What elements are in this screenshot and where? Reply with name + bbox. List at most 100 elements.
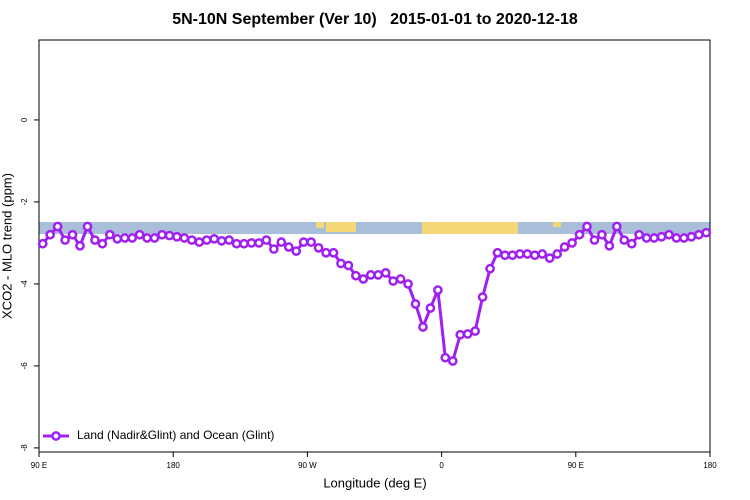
- point: [97, 238, 108, 249]
- y-tick-label: -8: [20, 444, 29, 452]
- point: [90, 235, 100, 245]
- x-tick-label: 90 W: [298, 461, 317, 470]
- point: [410, 299, 421, 309]
- point: [395, 274, 406, 284]
- point: [60, 235, 70, 245]
- point: [611, 221, 622, 232]
- point: [127, 233, 138, 243]
- point: [440, 352, 451, 363]
- point: [254, 238, 264, 248]
- point: [515, 249, 525, 259]
- point: [186, 235, 197, 245]
- point: [507, 250, 518, 261]
- ocean-band: [39, 222, 710, 234]
- point: [276, 237, 287, 247]
- point: [462, 329, 473, 339]
- y-axis-label: XCO2 - MLO trend (ppm): [0, 173, 14, 319]
- point: [589, 235, 600, 245]
- point: [671, 233, 682, 243]
- point: [328, 247, 339, 258]
- point: [336, 258, 346, 269]
- point: [52, 221, 63, 232]
- point: [403, 279, 413, 289]
- point: [239, 238, 249, 249]
- point: [82, 221, 93, 232]
- y-tick-label: 0: [20, 117, 29, 122]
- point: [447, 356, 458, 366]
- point: [418, 322, 428, 332]
- point: [679, 233, 689, 243]
- point: [112, 233, 123, 244]
- point: [283, 242, 294, 252]
- point: [224, 235, 234, 245]
- x-axis-label: Longitude (deg E): [323, 475, 426, 490]
- point: [351, 270, 361, 281]
- point: [641, 233, 652, 243]
- point: [485, 263, 495, 274]
- point: [343, 260, 354, 271]
- point: [209, 233, 220, 244]
- point: [321, 247, 331, 258]
- y-tick-label: -6: [20, 362, 29, 370]
- point: [201, 235, 212, 245]
- point: [492, 247, 503, 258]
- x-tick-label: 90 E: [568, 461, 584, 470]
- x-tick-label: 90 E: [31, 461, 47, 470]
- point: [552, 249, 563, 259]
- point: [693, 229, 704, 240]
- point: [544, 253, 555, 263]
- point: [388, 276, 398, 286]
- point: [306, 237, 316, 247]
- x-tick-label: 180: [703, 461, 717, 470]
- point: [455, 329, 466, 340]
- point: [134, 229, 145, 240]
- point: [686, 231, 697, 242]
- point: [477, 292, 488, 302]
- point: [246, 238, 257, 248]
- point: [626, 238, 637, 249]
- point: [104, 229, 115, 240]
- point: [664, 229, 674, 240]
- legend-label: Land (Nadir&Glint) and Ocean (Glint): [77, 428, 274, 442]
- point: [291, 246, 302, 256]
- point: [231, 238, 242, 249]
- point: [425, 303, 436, 313]
- point: [37, 238, 48, 249]
- point: [269, 244, 279, 254]
- point: [75, 240, 85, 251]
- chart-title: 5N-10N September (Ver 10) 2015-01-01 to …: [172, 11, 578, 28]
- point: [313, 242, 324, 253]
- point: [649, 233, 659, 243]
- point: [67, 229, 78, 240]
- legend-marker: [51, 431, 61, 441]
- point: [119, 233, 130, 243]
- point: [172, 231, 182, 242]
- point: [537, 249, 548, 259]
- land-band: [553, 222, 561, 227]
- point: [179, 233, 190, 243]
- x-tick-label: 0: [439, 461, 444, 470]
- point: [373, 270, 384, 280]
- point: [157, 229, 167, 240]
- point: [142, 233, 152, 243]
- point: [365, 270, 376, 280]
- point: [567, 238, 577, 248]
- point: [470, 326, 480, 336]
- point: [500, 250, 510, 261]
- point: [529, 250, 540, 261]
- land-band: [326, 222, 356, 232]
- land-band: [316, 222, 324, 228]
- point: [164, 230, 175, 241]
- y-tick-label: -2: [20, 198, 29, 206]
- point: [149, 233, 160, 243]
- point: [582, 221, 592, 232]
- point: [216, 236, 227, 246]
- point: [433, 285, 443, 295]
- point: [619, 235, 630, 245]
- point: [656, 231, 667, 242]
- land-band: [422, 222, 518, 234]
- point: [559, 242, 570, 252]
- point: [45, 229, 56, 240]
- point: [358, 274, 369, 284]
